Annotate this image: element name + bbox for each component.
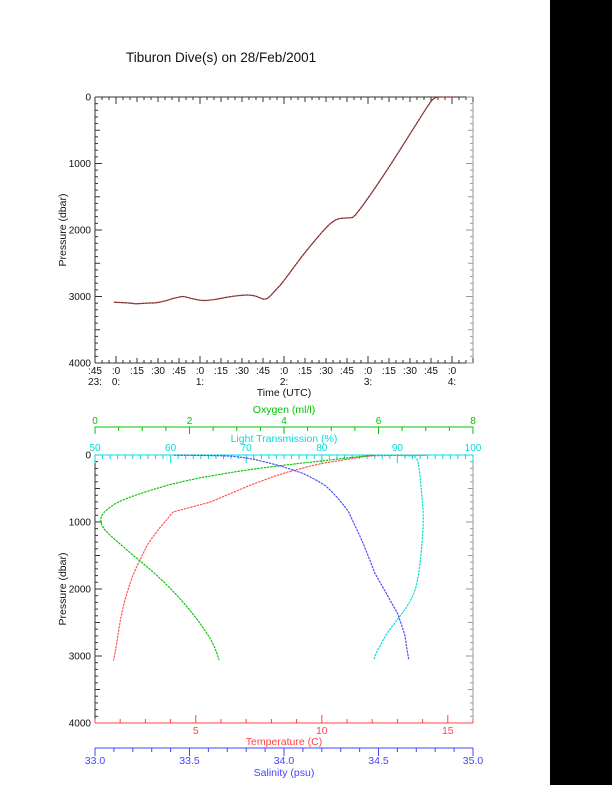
salinity-tick-label: 35.0 [463, 755, 484, 767]
time-tick-label: :15 [298, 366, 312, 377]
pressure-axis-title: Pressure (dbar) [57, 194, 69, 267]
time-tick-label: :30 [403, 366, 417, 377]
temperature-axis-title: Temperature (C) [246, 736, 322, 748]
oxygen-tick-label: 6 [376, 416, 382, 427]
time-tick-label: :0 [280, 366, 289, 377]
time-tick-label: :45 [256, 366, 270, 377]
hour-label: 2: [280, 377, 288, 388]
time-tick-label: :45 [88, 366, 102, 377]
light-transmission-tick-label: 90 [392, 443, 404, 454]
oxygen-profile [100, 454, 375, 661]
salinity-profile [173, 454, 410, 661]
light-transmission-tick-label: 80 [316, 443, 328, 454]
oxygen-tick-label: 2 [187, 416, 193, 427]
oxygen-tick-label: 0 [92, 416, 98, 427]
temperature-profile [112, 454, 426, 661]
light-transmission-tick-label: 70 [241, 443, 253, 454]
time-tick-label: :45 [340, 366, 354, 377]
time-tick-label: :30 [235, 366, 249, 377]
light-transmission-tick-label: 100 [465, 443, 482, 454]
hour-label: 23: [88, 377, 102, 388]
pressure-tick-label: 0 [85, 451, 91, 462]
salinity-tick-label: 33.5 [179, 755, 200, 767]
time-tick-label: :45 [172, 366, 186, 377]
hour-label: 1: [196, 377, 204, 388]
time-tick-label: :0 [364, 366, 373, 377]
salinity-tick-label: 34.0 [274, 755, 295, 767]
pressure-vs-time [113, 96, 459, 305]
hour-label: 3: [364, 377, 372, 388]
pressure-axis-title: Pressure (dbar) [57, 553, 69, 626]
pressure-tick-label: 4000 [69, 719, 92, 730]
salinity-tick-label: 34.5 [368, 755, 389, 767]
right-black-strip [550, 0, 612, 785]
oxygen-axis-title: Oxygen (ml/l) [253, 404, 315, 416]
time-tick-label: :15 [130, 366, 144, 377]
time-tick-label: :0 [196, 366, 205, 377]
time-axis-title: Time (UTC) [257, 387, 311, 399]
pressure-tick-label: 2000 [69, 585, 92, 596]
pressure-tick-label: 3000 [69, 292, 92, 303]
oxygen-tick-label: 8 [470, 416, 476, 427]
light-transmission-axis-title: Light Transmission (%) [231, 433, 338, 445]
time-tick-label: :0 [448, 366, 457, 377]
time-tick-label: :30 [319, 366, 333, 377]
light-transmission-profile [373, 454, 429, 660]
temperature-tick-label: 5 [193, 725, 199, 737]
time-tick-label: :0 [112, 366, 121, 377]
oxygen-tick-label: 4 [281, 416, 287, 427]
temperature-tick-label: 15 [442, 725, 454, 737]
time-tick-label: :15 [382, 366, 396, 377]
pressure-tick-label: 1000 [69, 518, 92, 529]
pressure-tick-label: 1000 [69, 159, 92, 170]
light-transmission-tick-label: 60 [165, 443, 177, 454]
pressure-tick-label: 4000 [69, 359, 92, 370]
hour-label: 0: [112, 377, 120, 388]
page-title: Tiburon Dive(s) on 28/Feb/2001 [126, 50, 317, 65]
pressure-tick-label: 2000 [69, 226, 92, 237]
salinity-tick-label: 33.0 [85, 755, 106, 767]
hour-label: 4: [448, 377, 456, 388]
pressure-tick-label: 0 [85, 93, 91, 104]
salinity-axis-title: Salinity (psu) [254, 767, 315, 779]
temperature-tick-label: 10 [316, 725, 328, 737]
time-tick-label: :45 [424, 366, 438, 377]
time-tick-label: :15 [214, 366, 228, 377]
time-tick-label: :30 [151, 366, 165, 377]
pressure-tick-label: 3000 [69, 652, 92, 663]
light-transmission-tick-label: 50 [89, 443, 101, 454]
